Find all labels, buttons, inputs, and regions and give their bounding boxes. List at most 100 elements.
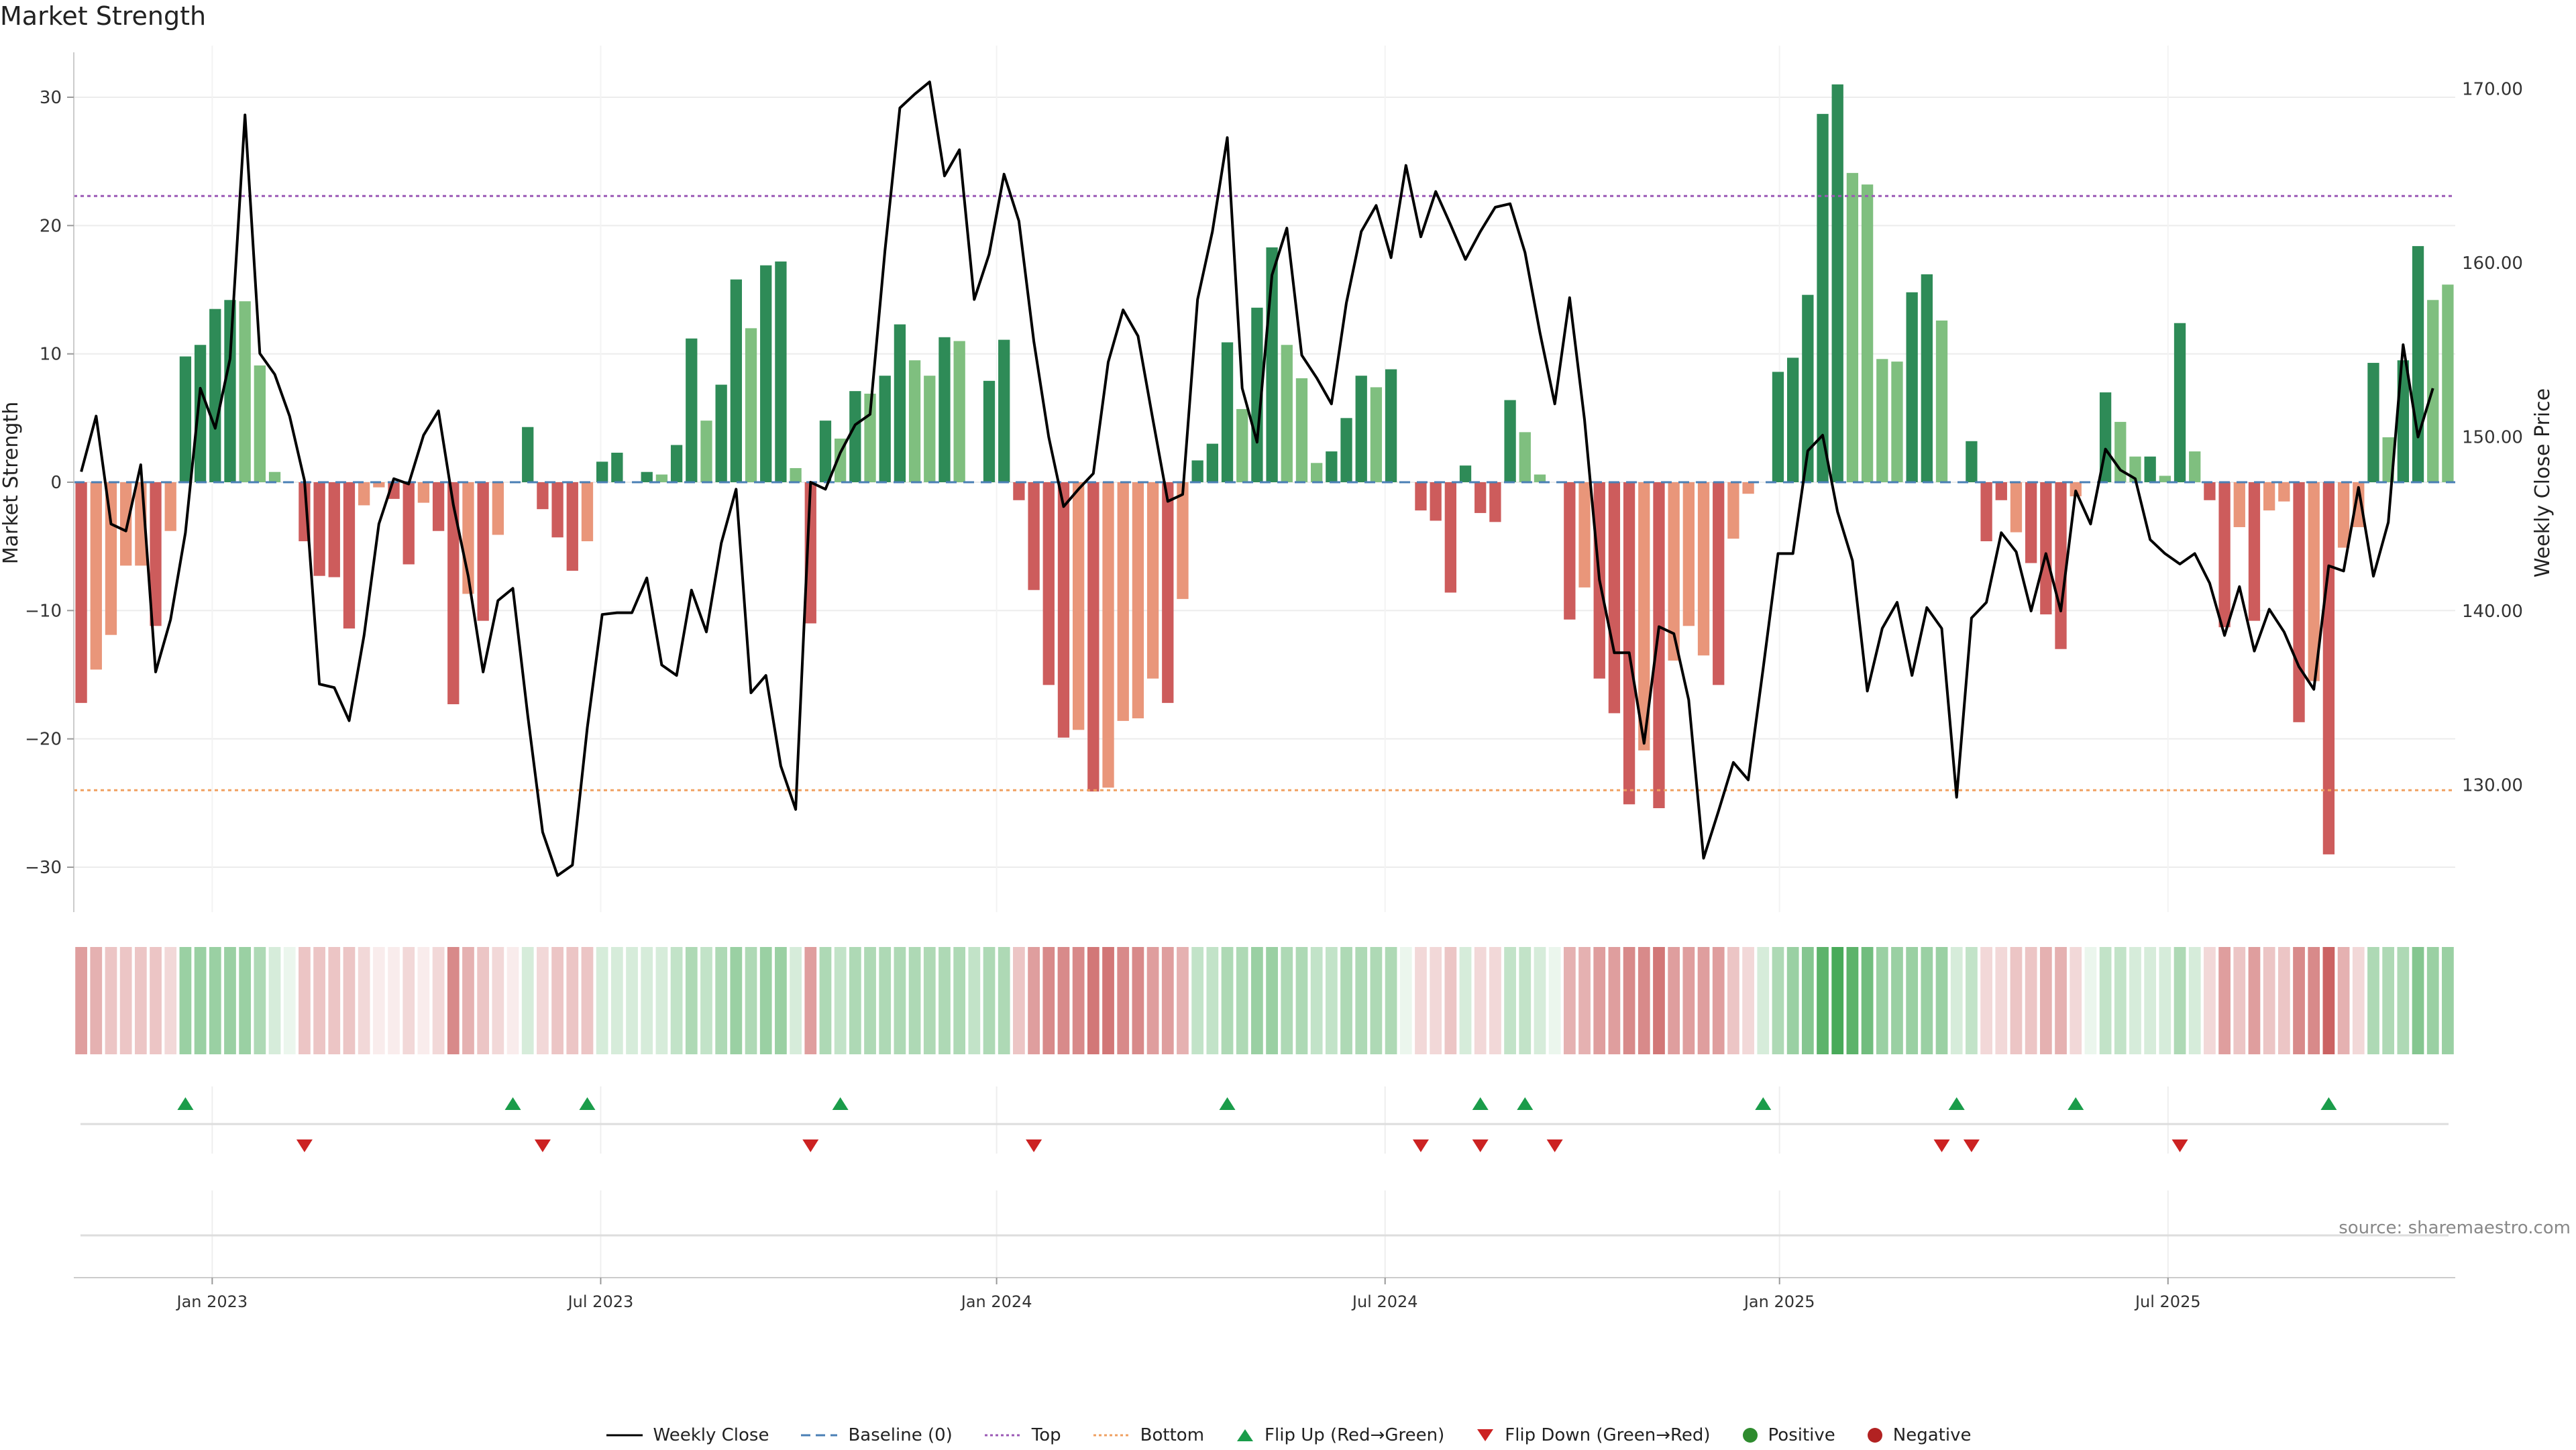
strength-bar	[1831, 84, 1843, 483]
heat-cell	[1801, 947, 1814, 1054]
strength-bar	[686, 338, 698, 482]
heat-cell	[462, 947, 474, 1054]
flip-up-marker	[2068, 1097, 2084, 1110]
strength-bar	[1102, 482, 1114, 788]
heat-cell	[328, 947, 341, 1054]
heat-cell	[447, 947, 460, 1054]
heat-cell	[179, 947, 192, 1054]
strength-bar	[1415, 482, 1427, 511]
strength-bar	[1073, 482, 1085, 730]
strength-bar	[1117, 482, 1129, 721]
strength-bar	[998, 339, 1010, 482]
strength-bar	[209, 309, 221, 482]
heat-cell	[1281, 947, 1293, 1054]
strength-bar	[1474, 482, 1487, 513]
strength-bar	[670, 445, 683, 482]
heat-cell	[2442, 947, 2454, 1054]
heat-cell	[2070, 947, 2082, 1054]
heat-cell	[388, 947, 400, 1054]
strength-bar	[611, 452, 623, 482]
legend-label-top: Top	[1031, 1425, 1061, 1445]
strength-bar	[2248, 482, 2261, 621]
weekly-close-swatch	[606, 1434, 643, 1437]
heat-cell	[2084, 947, 2097, 1054]
flip-down-marker	[1472, 1139, 1489, 1152]
heat-cell	[1608, 947, 1621, 1054]
heat-cell	[1638, 947, 1650, 1054]
strength-bar	[2233, 482, 2245, 527]
bottom-swatch	[1093, 1434, 1130, 1437]
heat-cell	[254, 947, 266, 1054]
strength-bar	[328, 482, 340, 577]
strength-bar	[1326, 451, 1338, 482]
heat-cell	[1548, 947, 1561, 1054]
heat-cell	[1861, 947, 1874, 1054]
heat-cell	[1786, 947, 1799, 1054]
strength-bar	[1385, 369, 1397, 482]
strength-bar	[343, 482, 356, 629]
strength-bar	[1935, 320, 1948, 482]
strength-bar	[1459, 465, 1472, 482]
strength-bar	[2278, 482, 2290, 502]
strength-bar	[1191, 460, 1203, 482]
heat-cell	[2293, 947, 2305, 1054]
strength-bar	[1713, 482, 1725, 685]
heat-cell	[834, 947, 847, 1054]
strength-bar	[2040, 482, 2052, 615]
strength-bar	[105, 482, 117, 635]
heat-cell	[105, 947, 117, 1054]
flip-down-marker	[1933, 1139, 1950, 1152]
heat-cell	[610, 947, 623, 1054]
legend-label-weekly-close: Weekly Close	[653, 1425, 769, 1445]
heat-cell	[358, 947, 370, 1054]
heat-cell	[150, 947, 162, 1054]
heat-cell	[1028, 947, 1040, 1054]
heat-cell	[2055, 947, 2067, 1054]
heat-cell	[1563, 947, 1576, 1054]
heat-cell	[2144, 947, 2157, 1054]
strength-bar	[1340, 418, 1352, 482]
strength-bar	[1087, 482, 1099, 792]
heat-cell	[596, 947, 608, 1054]
legend: Weekly Close Baseline (0) Top Bottom Fli…	[0, 1420, 2576, 1450]
strength-bar	[522, 427, 534, 482]
strength-bar	[596, 461, 608, 482]
heat-cell	[209, 947, 221, 1054]
strength-bar	[1578, 482, 1591, 588]
strength-bar	[1251, 307, 1263, 482]
heat-cell	[1876, 947, 1888, 1054]
heat-cell	[745, 947, 757, 1054]
legend-item-flip-up: Flip Up (Red→Green)	[1235, 1425, 1444, 1445]
strength-bar	[2308, 482, 2320, 681]
heat-cell	[700, 947, 712, 1054]
heat-cell	[804, 947, 817, 1054]
heat-cell	[759, 947, 772, 1054]
heat-cell	[1251, 947, 1263, 1054]
axes: 30 20 10 0 −10 −20 −30 170.00 160.00 150.00 140.00…	[0, 52, 2555, 1311]
flip-down-marker	[1963, 1139, 1980, 1152]
strength-bar	[2367, 363, 2379, 482]
strength-bar	[1355, 376, 1367, 482]
legend-item-baseline: Baseline (0)	[800, 1425, 953, 1445]
strength-bar	[775, 261, 787, 482]
heat-cell	[938, 947, 951, 1054]
heat-cell	[1399, 947, 1412, 1054]
y-tick-label: 20	[40, 216, 62, 236]
heat-cell	[641, 947, 653, 1054]
heat-cell	[1236, 947, 1248, 1054]
strength-bar	[1980, 482, 1992, 542]
heat-cell	[1474, 947, 1487, 1054]
heat-cell	[1817, 947, 1829, 1054]
strength-bar	[983, 380, 996, 482]
strength-bar	[1430, 482, 1442, 521]
heat-cell	[1459, 947, 1472, 1054]
heat-cell	[1668, 947, 1680, 1054]
flip-up-marker	[579, 1097, 596, 1110]
strength-bar	[1146, 482, 1159, 679]
heat-cell	[775, 947, 787, 1054]
strength-bar	[1444, 482, 1456, 593]
source-note: source: sharemaestro.com	[2339, 1218, 2571, 1238]
heat-cell	[2025, 947, 2037, 1054]
legend-label-negative: Negative	[1892, 1425, 1972, 1445]
heat-cell	[2308, 947, 2320, 1054]
